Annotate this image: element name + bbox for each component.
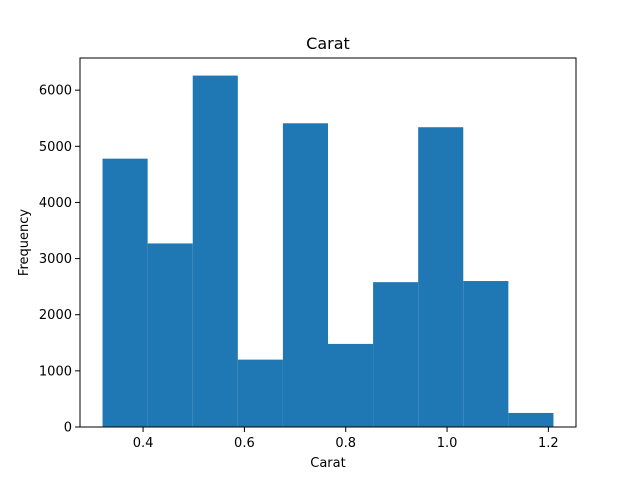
histogram-bar <box>282 123 328 427</box>
y-tick-label: 5000 <box>39 140 72 155</box>
histogram-bar <box>508 412 554 427</box>
bars-group <box>102 75 554 428</box>
y-tick-label: 6000 <box>39 84 72 99</box>
y-tick-label: 3000 <box>39 252 72 267</box>
histogram-bar <box>463 281 509 427</box>
y-tick-label: 0 <box>64 421 72 436</box>
histogram-bar <box>192 75 238 428</box>
histogram-bar <box>102 158 148 427</box>
x-axis-ticks: 0.4 0.6 0.8 1.0 1.2 <box>133 427 559 451</box>
histogram-bar <box>237 359 283 427</box>
histogram-bar <box>418 127 464 427</box>
x-tick-label: 0.6 <box>234 436 255 451</box>
x-tick-label: 1.0 <box>437 436 458 451</box>
histogram-bar <box>147 243 193 427</box>
x-tick-label: 1.2 <box>538 436 559 451</box>
x-tick-label: 0.4 <box>133 436 154 451</box>
y-axis-title: Frequency <box>17 209 32 276</box>
x-tick-label: 0.8 <box>335 436 356 451</box>
histogram-bar <box>328 343 374 427</box>
histogram-bar <box>373 282 419 427</box>
y-tick-label: 4000 <box>39 196 72 211</box>
chart-title: Carat <box>306 34 350 53</box>
x-axis-title: Carat <box>310 456 345 471</box>
plot-frame <box>79 57 577 428</box>
y-tick-label: 2000 <box>39 308 72 323</box>
y-tick-label: 1000 <box>39 364 72 379</box>
y-axis-ticks: 0 1000 2000 3000 4000 5000 6000 <box>39 84 80 436</box>
